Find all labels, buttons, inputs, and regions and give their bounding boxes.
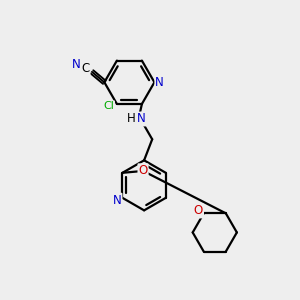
Text: N: N bbox=[72, 58, 81, 71]
Text: O: O bbox=[194, 205, 203, 218]
Text: C: C bbox=[81, 62, 90, 75]
Text: N: N bbox=[113, 194, 122, 207]
Text: O: O bbox=[138, 164, 148, 177]
Text: Cl: Cl bbox=[103, 101, 114, 111]
Text: N: N bbox=[155, 76, 164, 89]
Text: H: H bbox=[127, 112, 136, 125]
Text: N: N bbox=[137, 112, 146, 125]
